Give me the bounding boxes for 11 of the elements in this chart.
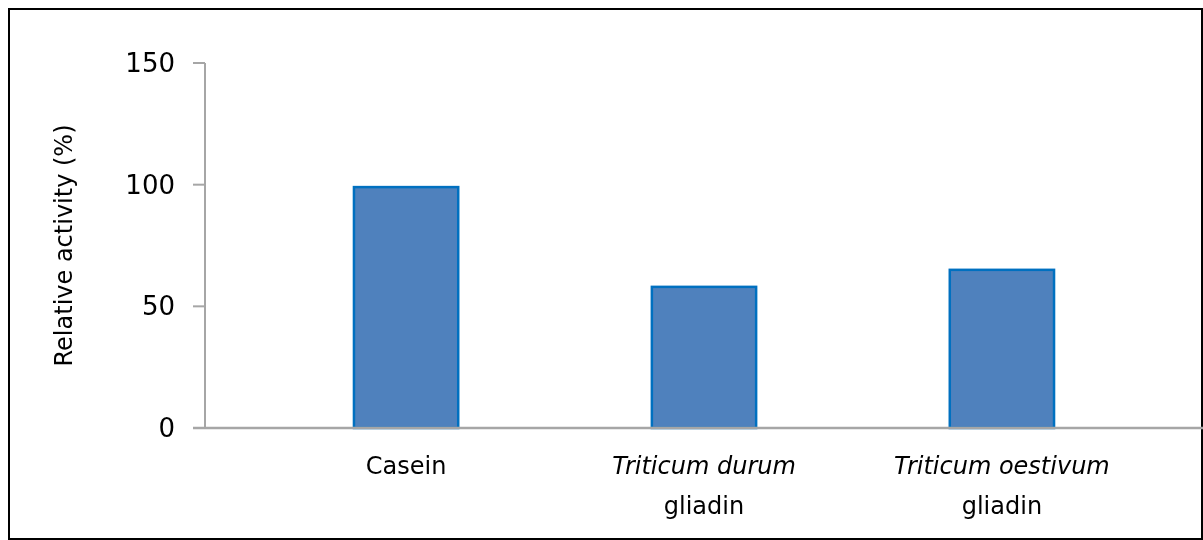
x-tick-label: Triticum durum gliadin [612,452,796,520]
x-tick-label: Triticum oestivum gliadin [894,452,1110,520]
y-tick-label: 100 [125,169,175,200]
bar [352,185,460,430]
bar [948,268,1056,430]
y-tick-label: 150 [125,48,175,79]
y-tick-label: 0 [158,413,175,444]
bar [650,285,758,430]
x-tick-label: Casein [365,452,447,480]
y-tick-label: 50 [141,291,175,322]
y-axis-title: Relative activity (%) [50,124,78,367]
